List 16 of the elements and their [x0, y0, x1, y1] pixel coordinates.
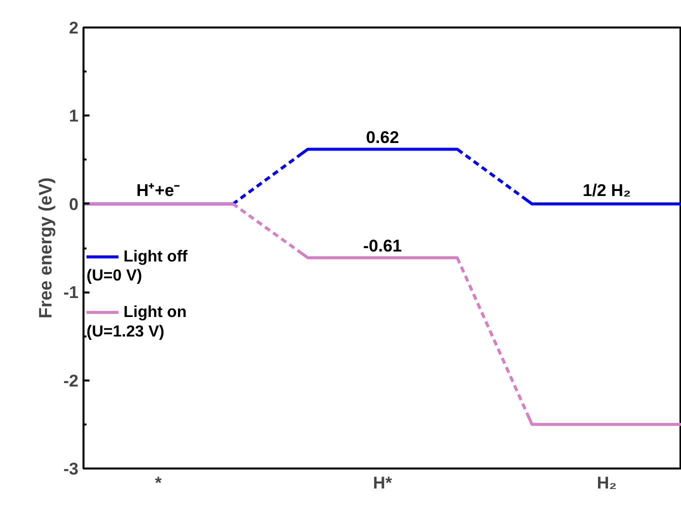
y-tick-label: -2	[63, 371, 79, 390]
y-axis-title: Free energy (eV)	[35, 177, 56, 319]
y-tick-label: -3	[63, 460, 79, 478]
y-tick-label: -1	[63, 283, 79, 302]
y-tick-label: 0	[69, 194, 79, 214]
y-tick-label: 2	[69, 18, 79, 38]
data-label: -0.61	[363, 236, 402, 256]
x-tick-label: H*	[373, 474, 392, 492]
x-tick-label: H₂	[596, 474, 617, 492]
annotation: 1/2 H₂	[582, 180, 631, 200]
annotation: H⁺+e⁻	[136, 180, 180, 200]
legend-label: Light on (U=1.23 V)	[86, 304, 187, 340]
data-label: 0.62	[366, 128, 400, 148]
y-tick-label: 1	[69, 106, 79, 126]
x-tick-label: *	[154, 474, 162, 492]
legend-label: Light off (U=0 V)	[86, 248, 188, 285]
